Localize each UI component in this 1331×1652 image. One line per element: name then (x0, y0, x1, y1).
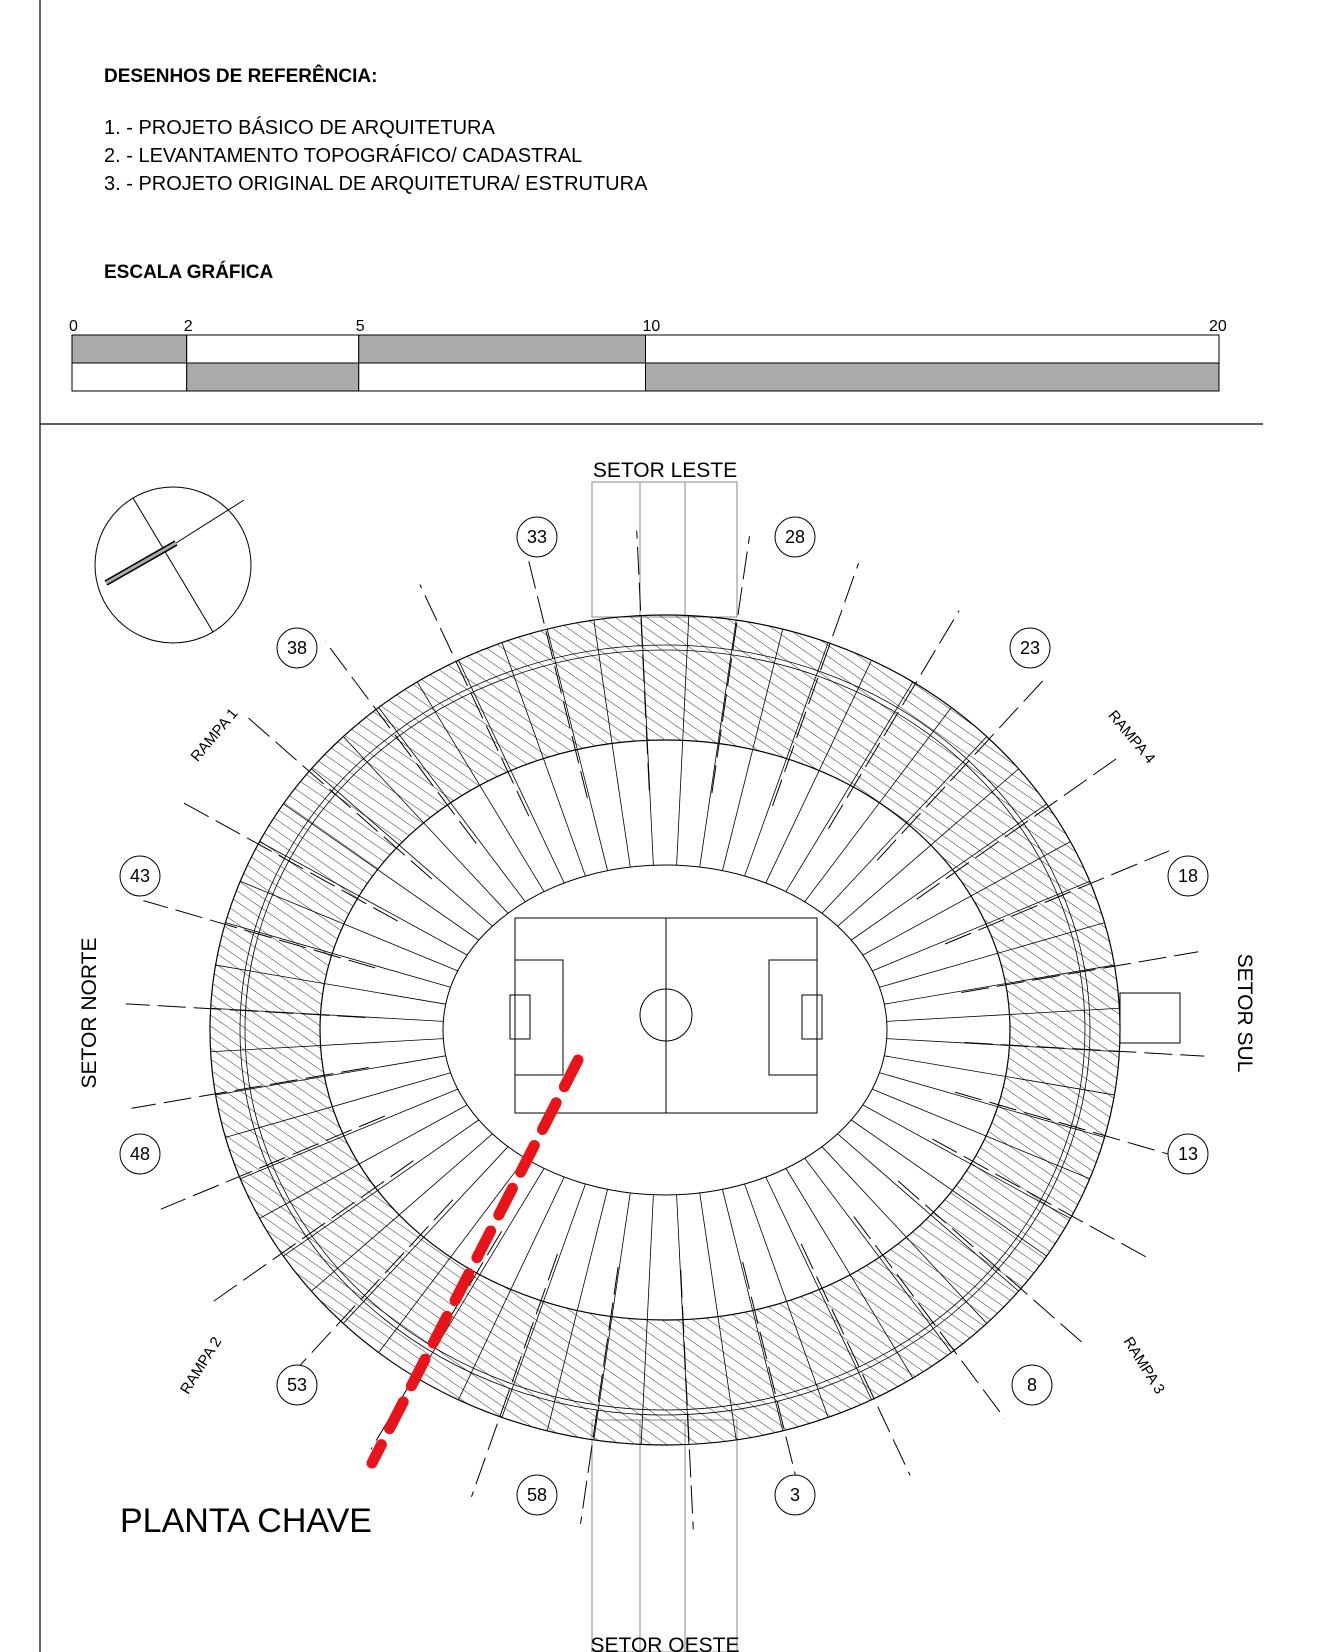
scale-tick-label: 20 (1209, 318, 1227, 335)
scale-segment (187, 335, 359, 363)
stand-block (1120, 993, 1180, 1043)
axis-marker-label: 23 (1020, 638, 1040, 658)
reference-item: 1. - PROJETO BÁSICO DE ARQUITETURA (104, 116, 495, 139)
scale-bar: 0 2 5 10 20 (69, 318, 1227, 391)
sector-label: SETOR OESTE (591, 1634, 740, 1652)
stand-block (592, 482, 737, 617)
ramp-label: RAMPA 2 (177, 1334, 225, 1397)
page: DESENHOS DE REFERÊNCIA: 1. - PROJETO BÁS… (0, 0, 1331, 1652)
scale-segment (72, 363, 187, 391)
reference-item: 2. - LEVANTAMENTO TOPOGRÁFICO/ CADASTRAL (104, 144, 582, 167)
axis-marker-label: 58 (527, 1485, 547, 1505)
scale-segment (359, 363, 646, 391)
axis-marker-label: 8 (1027, 1375, 1037, 1395)
ramp-label: RAMPA 1 (187, 705, 241, 765)
axis-marker-label: 18 (1178, 866, 1198, 886)
plan-title: PLANTA CHAVE (120, 1502, 372, 1540)
axis-marker-label: 43 (130, 866, 150, 886)
axis-marker-label: 53 (287, 1375, 307, 1395)
scale-heading: ESCALA GRÁFICA (104, 261, 274, 283)
ramp-label: RAMPA 3 (1120, 1334, 1168, 1397)
scale-segment (187, 363, 359, 391)
sector-label: SETOR NORTE (78, 938, 101, 1089)
stand-block (592, 1420, 737, 1652)
scale-tick-label: 10 (643, 318, 661, 335)
scale-segment (359, 335, 646, 363)
scale-segment (646, 335, 1220, 363)
sector-label: SETOR LESTE (593, 459, 737, 482)
sector-label: SETOR SUL (1233, 954, 1256, 1073)
axis-marker-label: 28 (785, 527, 805, 547)
ramp-label: RAMPA 4 (1104, 707, 1158, 767)
axis-marker-label: 13 (1178, 1144, 1198, 1164)
axis-marker-label: 33 (527, 527, 547, 547)
scale-tick-label: 0 (69, 318, 78, 335)
scale-tick-label: 5 (356, 318, 365, 335)
key-plan: 33 28 23 18 13 8 3 58 53 48 43 38 (95, 482, 1208, 1652)
scale-segment (646, 363, 1220, 391)
scale-segment (72, 335, 187, 363)
references-heading: DESENHOS DE REFERÊNCIA: (104, 65, 377, 87)
axis-marker-label: 38 (287, 638, 307, 658)
reference-item: 3. - PROJETO ORIGINAL DE ARQUITETURA/ ES… (104, 173, 648, 195)
scale-tick-label: 2 (184, 318, 193, 335)
axis-marker-label: 48 (130, 1144, 150, 1164)
axis-marker-label: 3 (790, 1485, 800, 1505)
